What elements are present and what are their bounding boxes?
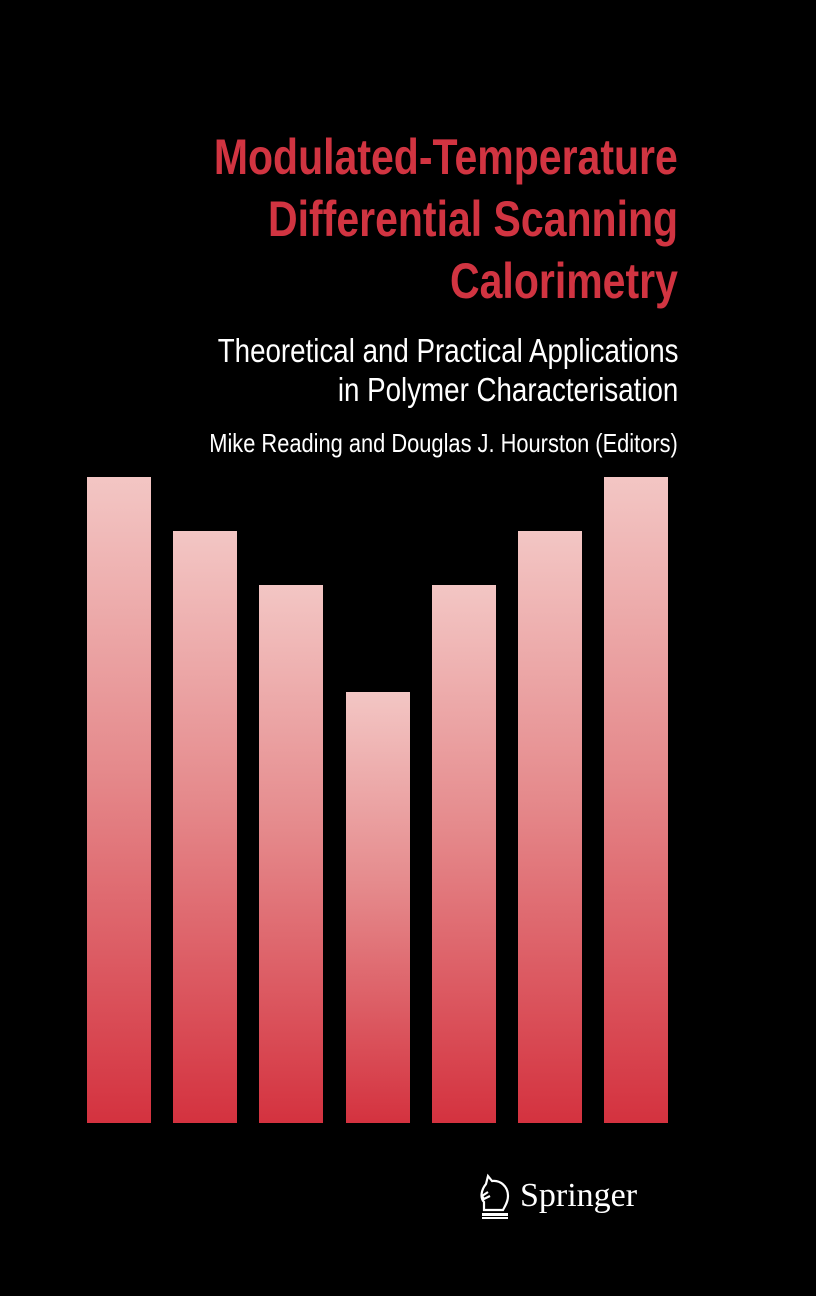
publisher-logo: Springer xyxy=(478,1172,637,1220)
decorative-bar xyxy=(259,585,324,1123)
authors: Mike Reading and Douglas J. Hourston (Ed… xyxy=(209,428,678,458)
title-line-2: Differential Scanning xyxy=(267,191,678,247)
decorative-bar xyxy=(518,531,582,1123)
publisher-name: Springer xyxy=(520,1177,638,1214)
decorative-bar xyxy=(87,477,151,1123)
title-line-3: Calorimetry xyxy=(450,253,678,309)
title-line-1: Modulated-Temperature xyxy=(214,129,678,185)
knight-horse-icon xyxy=(480,1173,510,1219)
decorative-bar xyxy=(173,531,238,1123)
decorative-bar xyxy=(604,477,669,1123)
decorative-bar xyxy=(431,585,496,1123)
subtitle-line-2: in Polymer Characterisation xyxy=(337,371,678,408)
decorative-bar xyxy=(345,692,410,1123)
subtitle-line-1: Theoretical and Practical Applications xyxy=(217,332,678,369)
